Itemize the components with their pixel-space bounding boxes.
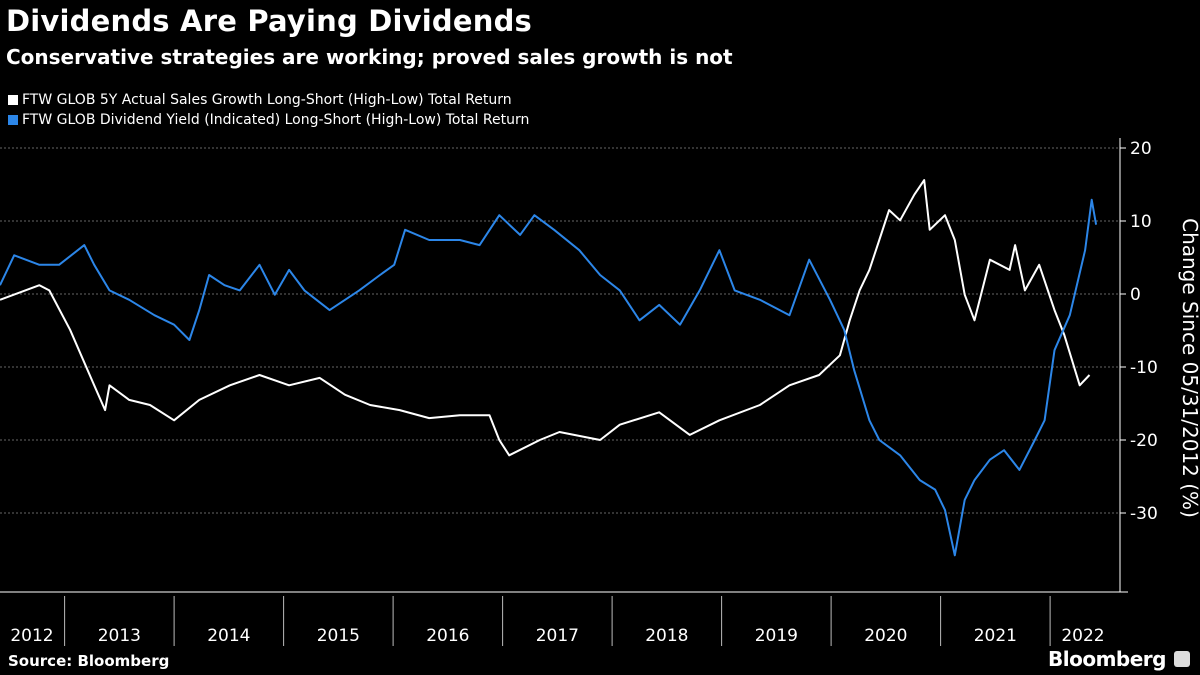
x-tick-label: 2019 — [755, 626, 798, 646]
series-line-sales-growth — [0, 179, 1091, 457]
bloomberg-logo: Bloomberg — [1048, 647, 1190, 671]
x-tick-label: 2014 — [207, 626, 250, 646]
legend-label: FTW GLOB 5Y Actual Sales Growth Long-Sho… — [22, 92, 512, 108]
brand-text: Bloomberg — [1048, 647, 1166, 671]
y-tick-label: 10 — [1130, 212, 1152, 232]
y-tick-label: -30 — [1130, 504, 1158, 524]
x-tick-label: 2012 — [10, 626, 53, 646]
legend-label: FTW GLOB Dividend Yield (Indicated) Long… — [22, 112, 530, 128]
legend-swatch-white — [8, 95, 18, 105]
legend-item-sales-growth: FTW GLOB 5Y Actual Sales Growth Long-Sho… — [8, 92, 512, 108]
y-tick-label: 0 — [1130, 285, 1141, 305]
series-line-dividend-yield — [0, 198, 1098, 557]
legend-swatch-blue — [8, 115, 18, 125]
y-tick-label: -10 — [1130, 358, 1158, 378]
legend-item-dividend-yield: FTW GLOB Dividend Yield (Indicated) Long… — [8, 112, 529, 128]
x-tick-label: 2021 — [974, 626, 1017, 646]
y-tick-label: -20 — [1130, 431, 1158, 451]
x-tick-label: 2013 — [98, 626, 141, 646]
y-tick-label: 20 — [1130, 139, 1152, 159]
chart-title: Dividends Are Paying Dividends — [6, 4, 533, 38]
x-tick-label: 2017 — [536, 626, 579, 646]
x-tick-label: 2020 — [864, 626, 907, 646]
x-tick-label: 2016 — [426, 626, 469, 646]
x-tick-label: 2015 — [317, 626, 360, 646]
x-tick-label: 2018 — [645, 626, 688, 646]
source-note: Source: Bloomberg — [8, 652, 170, 670]
chart-subtitle: Conservative strategies are working; pro… — [6, 45, 733, 69]
y-axis-title: Change Since 05/31/2012 (%) — [1178, 218, 1200, 518]
x-tick-label: 2022 — [1061, 626, 1104, 646]
chart-icon — [1173, 651, 1190, 667]
